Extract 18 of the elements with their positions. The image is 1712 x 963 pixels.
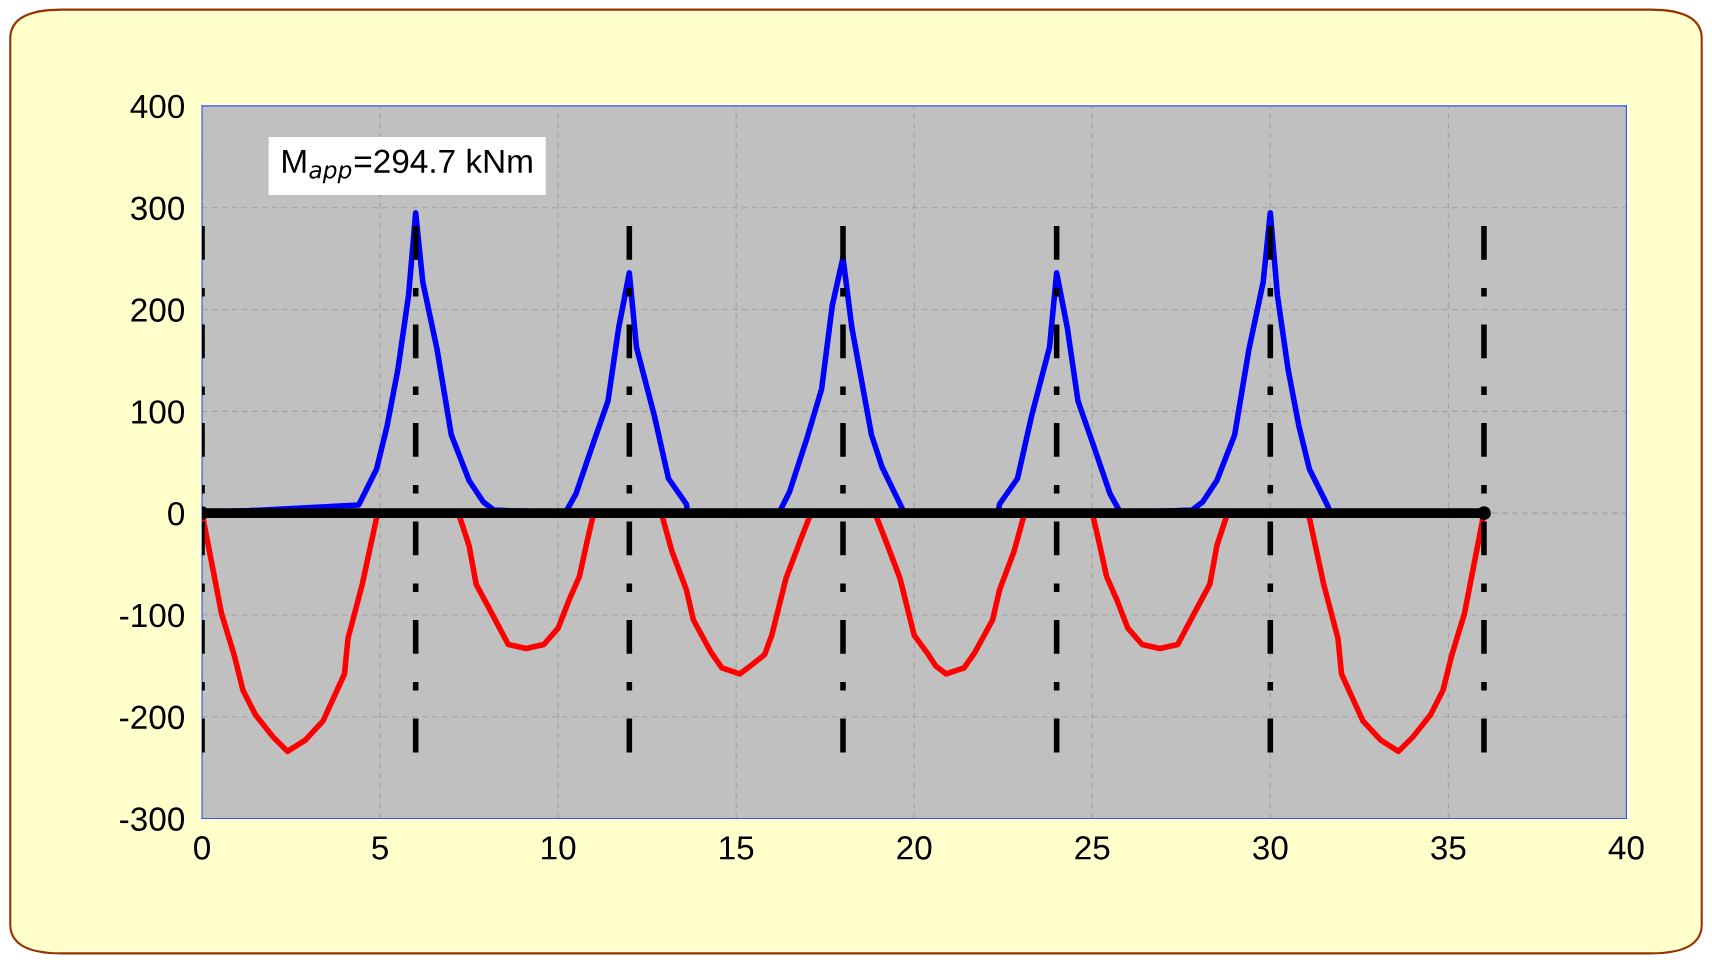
x-tick-label: 25 — [1075, 836, 1110, 860]
y-tick-label: 300 — [131, 196, 185, 221]
x-tick-label: 5 — [372, 836, 388, 860]
y-tick-label: -100 — [120, 603, 185, 628]
x-tick-label: 35 — [1431, 836, 1466, 860]
x-tick-label: 20 — [897, 836, 932, 860]
y-tick-label: 100 — [132, 400, 185, 424]
x-tick-label: 40 — [1608, 836, 1644, 860]
annotation: M$_{app}$=294.7 kNm — [283, 148, 532, 184]
y-tick-label: -200 — [120, 705, 185, 730]
y-tick-label: 0 — [168, 501, 185, 526]
x-tick-label: 15 — [720, 836, 754, 860]
x-tick-label: 30 — [1253, 836, 1288, 860]
y-tick-label: 200 — [131, 298, 185, 322]
y-tick-label: 400 — [130, 94, 185, 119]
x-tick-label: 10 — [542, 836, 576, 860]
x-tick-label: 0 — [194, 836, 210, 860]
y-tick-label: -300 — [120, 807, 185, 831]
